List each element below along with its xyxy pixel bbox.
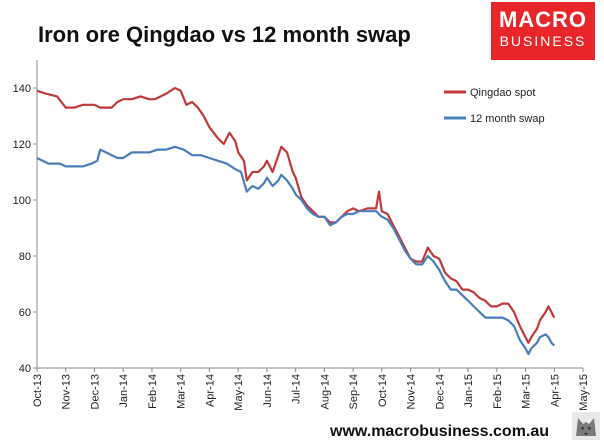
x-tick-label: May-14 — [233, 374, 245, 411]
x-tick-label: Apr-14 — [204, 374, 216, 407]
series-line-1 — [36, 145, 556, 356]
x-tick-label: May-15 — [578, 374, 590, 411]
logo-line-1: MACRO — [498, 7, 588, 32]
macrobusiness-logo: MACRO BUSINESS — [491, 2, 595, 60]
x-tick-label: Jul-14 — [291, 374, 303, 404]
chart-title: Iron ore Qingdao vs 12 month swap — [38, 22, 411, 47]
y-tick-label: 140 — [13, 83, 31, 95]
legend-label-1: 12 month swap — [470, 113, 545, 125]
x-tick-label: Dec-13 — [89, 374, 101, 409]
wolf-icon — [572, 412, 600, 440]
x-tick-label: Jun-14 — [262, 374, 274, 408]
x-tick-label: Jan-14 — [118, 374, 130, 408]
y-tick-label: 60 — [19, 307, 31, 319]
y-tick-label: 100 — [13, 195, 31, 207]
x-tick-label: Mar-15 — [521, 374, 533, 409]
footer-url: www.macrobusiness.com.au — [330, 423, 550, 440]
y-tick-label: 120 — [13, 139, 31, 151]
x-tick-label: Jan-15 — [463, 374, 475, 408]
x-tick-label: Dec-14 — [434, 374, 446, 409]
chart-legend: Qingdao spot 12 month swap — [444, 87, 545, 125]
x-tick-label: Nov-13 — [61, 374, 73, 409]
x-tick-label: Apr-15 — [549, 374, 561, 407]
y-tick-label: 80 — [19, 251, 31, 263]
x-tick-label: Nov-14 — [406, 374, 418, 409]
x-tick-label: Oct-14 — [377, 374, 389, 407]
x-tick-label: Sep-14 — [348, 374, 360, 409]
x-tick-label: Feb-15 — [492, 374, 504, 409]
legend-label-0: Qingdao spot — [470, 87, 535, 99]
logo-line-2: BUSINESS — [499, 33, 587, 49]
x-tick-label: Feb-14 — [147, 374, 159, 409]
y-tick-label: 40 — [19, 363, 31, 375]
x-tick-label: Aug-14 — [319, 374, 331, 409]
x-tick-label: Mar-14 — [176, 374, 188, 409]
series-line-0 — [36, 86, 556, 344]
x-tick-label: Oct-13 — [32, 374, 44, 407]
chart-series — [36, 86, 556, 356]
chart-axes: 40 60 80 100 120 140 Oct-13 Nov-13 Dec-13 Jan-14 F… — [13, 60, 590, 411]
